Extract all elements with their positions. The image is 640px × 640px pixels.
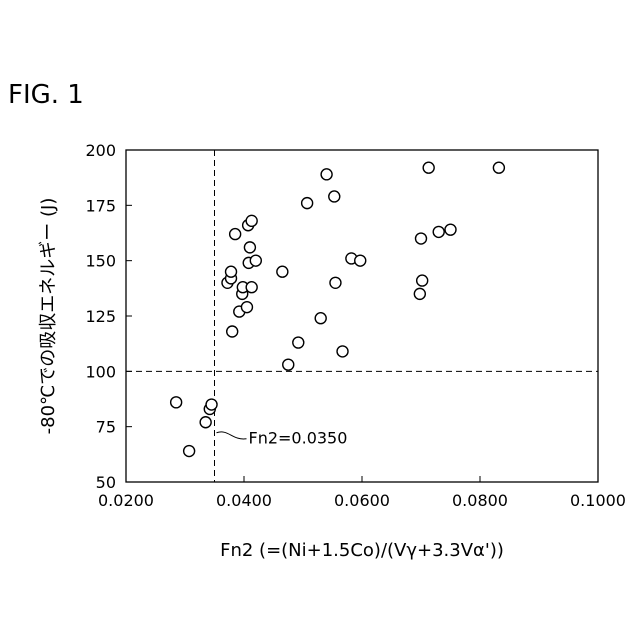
data-point — [246, 282, 257, 293]
data-point — [226, 266, 237, 277]
data-point — [321, 169, 332, 180]
data-point — [302, 198, 313, 209]
y-tick-label: 50 — [96, 473, 116, 492]
data-point — [250, 255, 261, 266]
x-axis-title: Fn2 (=(Ni+1.5Co)/(Vγ+3.3Vα')) — [220, 540, 504, 561]
x-tick-label: 0.0800 — [452, 491, 508, 510]
data-point — [171, 397, 182, 408]
data-point — [433, 226, 444, 237]
data-point — [293, 337, 304, 348]
data-point — [283, 359, 294, 370]
data-point — [493, 162, 504, 173]
x-tick-label: 0.0600 — [334, 491, 390, 510]
data-point — [337, 346, 348, 357]
data-point — [315, 313, 326, 324]
annotations: Fn2=0.0350 — [217, 429, 348, 448]
data-point — [417, 275, 428, 286]
data-point — [246, 215, 257, 226]
data-point — [329, 191, 340, 202]
y-tick-label: 75 — [96, 418, 116, 437]
data-point — [277, 266, 288, 277]
data-point — [241, 302, 252, 313]
data-point — [416, 233, 427, 244]
data-point — [330, 277, 341, 288]
data-point — [423, 162, 434, 173]
data-point — [227, 326, 238, 337]
y-tick-label: 125 — [85, 307, 116, 326]
annotation-leader — [217, 432, 247, 439]
y-tick-label: 175 — [85, 196, 116, 215]
x-tick-label: 0.1000 — [570, 491, 626, 510]
annotation-label: Fn2=0.0350 — [249, 429, 348, 448]
data-point — [355, 255, 366, 266]
axis-ticks: 0.0200 0.0400 0.0600 0.0800 0.1000 50 75 100 125… — [85, 141, 626, 510]
data-point — [230, 229, 241, 240]
data-points — [171, 162, 505, 456]
data-point — [206, 399, 217, 410]
data-point — [200, 417, 211, 428]
plot-frame — [126, 150, 598, 482]
x-tick-label: 0.0200 — [98, 491, 154, 510]
y-tick-label: 100 — [85, 362, 116, 381]
reference-lines — [126, 150, 598, 482]
data-point — [184, 446, 195, 457]
data-point — [445, 224, 456, 235]
y-tick-label: 150 — [85, 252, 116, 271]
x-tick-label: 0.0400 — [216, 491, 272, 510]
data-point — [244, 242, 255, 253]
y-tick-label: 200 — [85, 141, 116, 160]
data-point — [414, 288, 425, 299]
y-axis-title: -80℃での吸収エネルギー (J) — [38, 198, 59, 435]
